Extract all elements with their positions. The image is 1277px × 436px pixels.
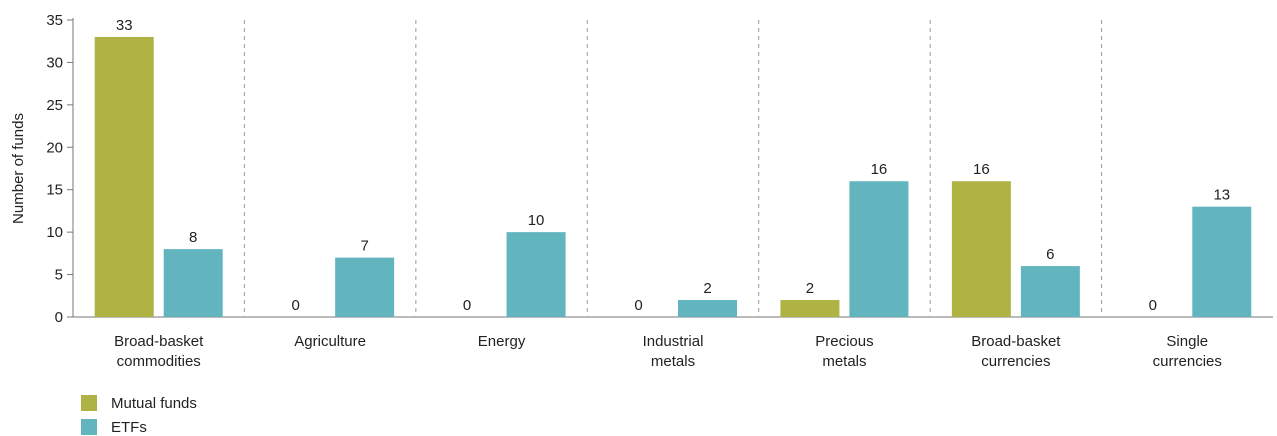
- x-category-label-line: currencies: [1153, 353, 1222, 370]
- x-category-label-line: metals: [651, 353, 695, 370]
- x-category-label-6: Single currencies: [1153, 333, 1222, 370]
- y-axis-title: Number of funds: [10, 113, 27, 224]
- bar-etfs-2: [506, 232, 566, 317]
- data-label-etfs-1: 7: [360, 238, 368, 255]
- x-category-label-line: Energy: [478, 333, 526, 350]
- bar-mutual-funds-5: [951, 181, 1011, 317]
- x-category-label-3: Industrial metals: [643, 333, 704, 370]
- data-label-etfs-5: 6: [1046, 246, 1054, 263]
- data-label-mutual-funds-2: 0: [463, 297, 471, 314]
- data-labels: 33 8 0 7 0 10 0 2 2 16 16 6 0 13: [116, 17, 1230, 314]
- bars: [94, 36, 1252, 317]
- x-category-label-line: Single: [1166, 333, 1208, 350]
- y-tick-label-30: 30: [46, 54, 63, 71]
- bar-etfs-4: [849, 181, 909, 317]
- y-tick-label-5: 5: [55, 267, 63, 284]
- y-tick-label-25: 25: [46, 97, 63, 114]
- x-category-label-4: Precious metals: [815, 333, 873, 370]
- data-label-etfs-0: 8: [189, 229, 197, 246]
- data-label-etfs-2: 10: [528, 212, 545, 229]
- bar-mutual-funds-4: [780, 300, 840, 317]
- x-category-label-line: metals: [822, 353, 866, 370]
- x-category-label-line: Broad-basket: [114, 333, 204, 350]
- bar-mutual-funds-0: [94, 36, 154, 317]
- x-category-label-2: Energy: [478, 333, 526, 350]
- bar-etfs-0: [163, 249, 223, 317]
- data-label-mutual-funds-5: 16: [973, 161, 990, 178]
- legend-swatch-mutual-funds: [81, 395, 97, 411]
- x-category-label-0: Broad-basket commodities: [114, 333, 204, 370]
- bar-etfs-6: [1192, 206, 1252, 317]
- legend: Mutual funds ETFs: [81, 395, 197, 436]
- y-tick-label-0: 0: [55, 309, 63, 326]
- x-category-label-line: Industrial: [643, 333, 704, 350]
- category-separators: [243, 20, 1103, 317]
- data-label-mutual-funds-4: 2: [806, 280, 814, 297]
- y-tick-label-20: 20: [46, 139, 63, 156]
- legend-label-etfs: ETFs: [111, 419, 147, 436]
- data-label-mutual-funds-3: 0: [634, 297, 642, 314]
- data-label-etfs-4: 16: [871, 161, 888, 178]
- data-label-mutual-funds-0: 33: [116, 17, 133, 34]
- x-category-label-line: Broad-basket: [971, 333, 1061, 350]
- data-label-etfs-6: 13: [1213, 187, 1230, 204]
- legend-swatch-etfs: [81, 419, 97, 435]
- data-label-mutual-funds-1: 0: [291, 297, 299, 314]
- data-label-etfs-3: 2: [703, 280, 711, 297]
- x-category-label-1: Agriculture: [294, 333, 366, 350]
- x-category-label-5: Broad-basket currencies: [971, 333, 1061, 370]
- data-label-mutual-funds-6: 0: [1149, 297, 1157, 314]
- bar-etfs-1: [335, 257, 395, 317]
- bar-etfs-5: [1020, 266, 1080, 317]
- bar-etfs-3: [678, 300, 737, 317]
- y-tick-label-35: 35: [46, 12, 63, 29]
- x-category-label-line: Agriculture: [294, 333, 366, 350]
- y-tick-label-10: 10: [46, 224, 63, 241]
- x-category-label-line: currencies: [981, 353, 1050, 370]
- x-category-label-line: Precious: [815, 333, 873, 350]
- legend-label-mutual-funds: Mutual funds: [111, 395, 197, 412]
- x-category-label-line: commodities: [117, 353, 201, 370]
- y-tick-label-15: 15: [46, 182, 63, 199]
